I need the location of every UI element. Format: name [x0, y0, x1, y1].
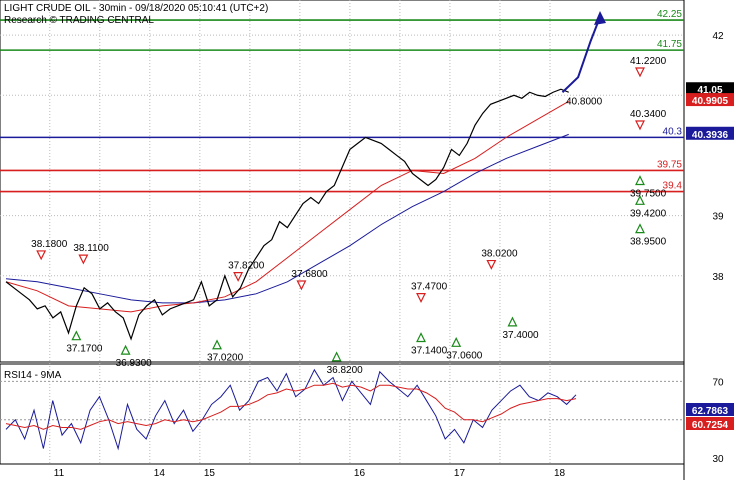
- price-panel: [0, 0, 685, 363]
- high-label: 41.2200: [630, 56, 667, 67]
- x-tick-label: 18: [554, 468, 566, 479]
- last-price-tag: 41.05: [697, 85, 722, 96]
- rsi-ma-line: [5, 382, 577, 430]
- low-label: 37.4000: [502, 330, 539, 341]
- low-label: 37.0600: [446, 350, 483, 361]
- sell-marker: [416, 293, 426, 303]
- buy-marker: [331, 351, 342, 362]
- signal-markers: 38.1800 38.1100 37.8200 37.6800 37.4700 38.02…: [31, 56, 666, 376]
- rsi-tick-label: 70: [712, 377, 724, 388]
- rsi-title: RSI14 - 9MA: [4, 370, 62, 381]
- x-tick-label: 17: [454, 468, 466, 479]
- sell-marker: [486, 259, 497, 270]
- x-tick-label: 15: [204, 468, 216, 479]
- rsi-panel: [0, 363, 685, 465]
- buy-marker: [120, 344, 131, 355]
- rsi-line: [5, 368, 577, 451]
- high-label: 38.1800: [31, 239, 68, 250]
- projection-line: [561, 16, 601, 93]
- buy-marker: [451, 336, 462, 347]
- x-tick-label: 11: [54, 468, 65, 479]
- level-label: 41.75: [657, 39, 682, 50]
- sell-marker: [296, 280, 307, 291]
- last-price-tag-bg: [686, 82, 734, 96]
- level-label: 39.4: [663, 181, 683, 192]
- level-label: 42.25: [657, 9, 682, 20]
- research-credit: Research © TRADING CENTRAL: [4, 15, 154, 26]
- level-label: 40.3: [663, 126, 683, 137]
- ma-fast-tag-bg: [686, 93, 734, 107]
- chart-title: LIGHT CRUDE OIL - 30min - 09/18/2020 05:…: [4, 3, 268, 14]
- x-tick-label: 16: [354, 468, 366, 479]
- sell-marker: [36, 250, 47, 261]
- ma-value-label: 40.8000: [566, 96, 603, 107]
- y-tick-label: 38: [712, 272, 724, 283]
- y-tick-label: 39: [712, 212, 724, 223]
- sell-marker: [233, 271, 244, 282]
- sell-marker: [635, 67, 645, 78]
- rsi-tick-label: 30: [712, 454, 724, 465]
- sell-marker: [635, 120, 645, 131]
- buy-marker: [507, 316, 518, 327]
- high-label: 40.3400: [630, 109, 667, 120]
- buy-marker: [635, 194, 645, 205]
- sell-marker: [78, 254, 89, 265]
- rsi-value-tag-bg: [686, 403, 734, 416]
- rsi-value-tag: 62.7863: [692, 406, 729, 417]
- y-tick-label: 42: [712, 31, 724, 42]
- low-label: 39.4200: [630, 208, 667, 219]
- buy-marker: [416, 332, 426, 343]
- level-lines: 42.25 41.75 40.3 39.75 39.4: [0, 9, 684, 193]
- rsi-ma-value-tag-bg: [686, 417, 734, 430]
- price-line: [5, 88, 569, 341]
- low-label: 37.0200: [207, 353, 244, 364]
- buy-marker: [635, 175, 645, 186]
- rsi-series: [0, 368, 684, 451]
- grid: 11 14 15 16 17 18: [0, 0, 684, 479]
- ma-slow-tag-bg: [686, 126, 734, 140]
- x-tick-label: 14: [154, 468, 166, 479]
- ma-slow-tag: 40.3936: [692, 130, 729, 141]
- low-label: 38.9500: [630, 237, 667, 248]
- projection-arrowhead: [594, 11, 606, 26]
- high-label: 37.4700: [411, 282, 448, 293]
- buy-marker: [212, 339, 222, 350]
- buy-marker: [635, 223, 645, 234]
- ma-slow-line: [5, 133, 569, 304]
- low-label: 37.1700: [66, 344, 103, 355]
- level-label: 39.75: [657, 159, 682, 170]
- price-series: [5, 11, 606, 341]
- high-label: 37.8200: [228, 261, 265, 272]
- low-label: 37.1400: [411, 346, 448, 357]
- buy-marker: [71, 330, 82, 341]
- low-label: 39.7500: [630, 188, 667, 199]
- high-label: 37.6800: [291, 269, 328, 280]
- ma-fast-tag: 40.9905: [692, 96, 729, 107]
- low-label: 36.8200: [327, 365, 364, 376]
- high-label: 38.1100: [73, 243, 109, 254]
- low-label: 36.9300: [116, 358, 153, 369]
- rsi-ma-value-tag: 60.7254: [692, 420, 729, 431]
- price-axis: 4241393841.0540.990540.393670503062.7863…: [686, 31, 734, 465]
- high-label: 38.0200: [481, 249, 518, 260]
